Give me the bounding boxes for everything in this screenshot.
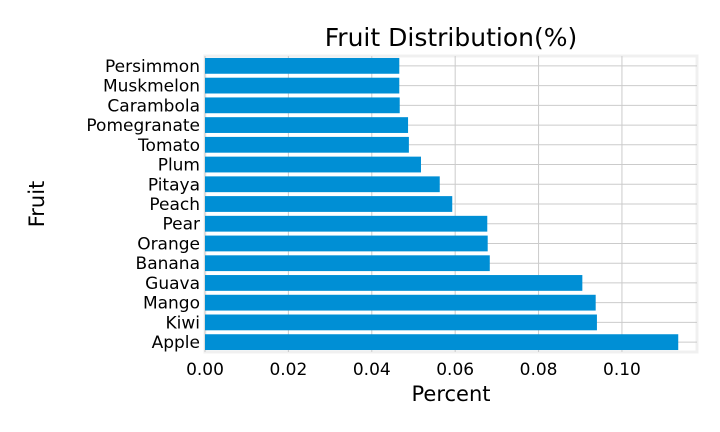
bar-pear bbox=[205, 215, 488, 232]
bar-guava bbox=[205, 275, 583, 291]
x-axis-title: Percent bbox=[411, 382, 490, 406]
bar-mango bbox=[205, 294, 596, 311]
x-tick-label: 0.02 bbox=[269, 360, 307, 380]
y-tick-label-pear: Pear bbox=[162, 215, 200, 235]
bar-persimmon bbox=[205, 57, 400, 74]
x-tick-label: 0.00 bbox=[186, 360, 224, 380]
x-tick-label: 0.06 bbox=[436, 360, 474, 380]
y-tick-label-pomegranate: Pomegranate bbox=[86, 116, 200, 136]
bar-banana bbox=[205, 255, 490, 272]
bar-kiwi bbox=[205, 314, 597, 331]
bar-pitaya bbox=[205, 176, 440, 193]
y-tick-label-carambola: Carambola bbox=[107, 96, 200, 116]
y-tick-label-kiwi: Kiwi bbox=[166, 313, 201, 333]
bar-plum bbox=[205, 156, 421, 173]
bar-orange bbox=[205, 235, 488, 252]
y-axis-title: Fruit bbox=[25, 181, 49, 228]
y-tick-label-pitaya: Pitaya bbox=[148, 175, 200, 195]
x-tick-label: 0.08 bbox=[520, 360, 558, 380]
y-tick-label-muskmelon: Muskmelon bbox=[103, 77, 200, 97]
x-axis-ticks: 0.00 0.02 0.04 0.06 0.08 0.10 bbox=[186, 360, 641, 380]
y-tick-label-peach: Peach bbox=[149, 195, 200, 215]
y-tick-label-persimmon: Persimmon bbox=[105, 57, 200, 77]
bar-pomegranate bbox=[205, 117, 409, 133]
y-tick-label-apple: Apple bbox=[152, 333, 200, 353]
y-tick-label-orange: Orange bbox=[137, 234, 200, 254]
y-tick-label-plum: Plum bbox=[158, 156, 200, 176]
x-tick-label: 0.04 bbox=[353, 360, 391, 380]
y-tick-label-mango: Mango bbox=[143, 294, 200, 314]
bar-apple bbox=[205, 334, 679, 351]
bar-muskmelon bbox=[205, 77, 400, 94]
bar-carambola bbox=[205, 97, 400, 114]
bar-peach bbox=[205, 196, 453, 212]
x-tick-label: 0.10 bbox=[603, 360, 641, 380]
y-tick-label-guava: Guava bbox=[145, 274, 200, 294]
bar-tomato bbox=[205, 136, 409, 153]
y-tick-label-banana: Banana bbox=[136, 254, 200, 274]
chart-title: Fruit Distribution(%) bbox=[325, 23, 578, 52]
y-tick-label-tomato: Tomato bbox=[137, 136, 200, 156]
bars bbox=[205, 57, 679, 351]
y-axis-category-labels: AppleKiwiMangoGuavaBananaOrangePearPeach… bbox=[86, 57, 200, 353]
